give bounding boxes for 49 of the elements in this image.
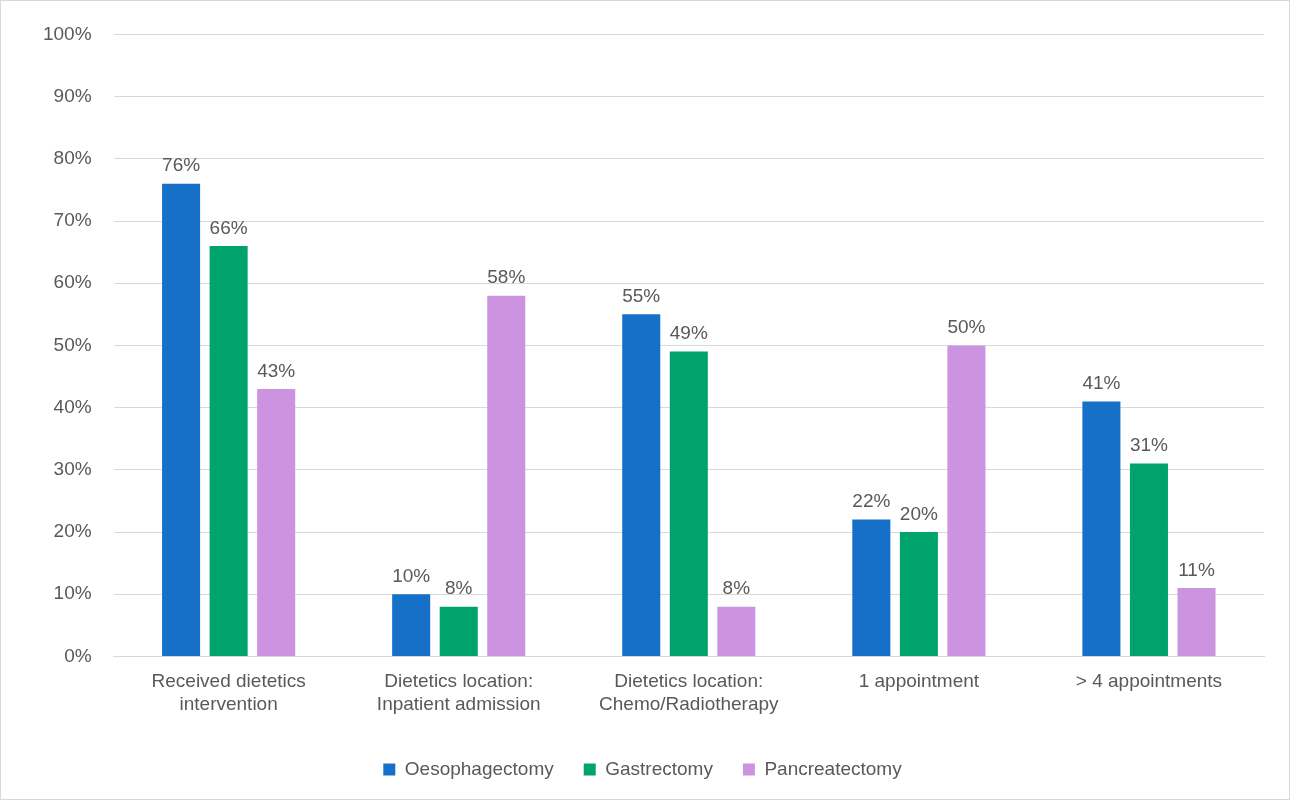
bar	[1129, 463, 1168, 656]
data-label: 43%	[257, 359, 296, 381]
y-tick-label: 70%	[53, 209, 92, 231]
legend-label: Pancreatectomy	[764, 757, 903, 779]
data-label: 10%	[392, 564, 431, 586]
bar	[669, 351, 708, 656]
bar	[947, 345, 986, 656]
y-tick-label: 20%	[53, 520, 92, 542]
data-label: 58%	[487, 266, 526, 288]
x-tick-label: Dietetics location: Inpatient admission	[376, 670, 541, 714]
data-label: 8%	[722, 577, 751, 599]
y-tick-label: 30%	[53, 458, 92, 480]
data-label: 41%	[1082, 372, 1121, 394]
bar	[162, 183, 201, 656]
bar	[622, 314, 661, 656]
data-label: 8%	[444, 577, 473, 599]
bar	[1082, 401, 1121, 656]
bar	[257, 388, 296, 656]
bar	[392, 594, 431, 656]
data-label: 20%	[899, 502, 938, 524]
bar	[209, 245, 248, 656]
y-tick-label: 40%	[53, 395, 92, 417]
y-tick-label: 100%	[42, 22, 92, 44]
y-tick-label: 80%	[53, 147, 92, 169]
y-tick-label: 90%	[53, 84, 92, 106]
data-label: 55%	[622, 285, 661, 307]
data-label: 31%	[1129, 434, 1169, 456]
data-label: 50%	[947, 316, 986, 338]
x-tick-label: Dietetics location: Chemo/Radiotherapy	[599, 670, 780, 714]
bar	[852, 519, 891, 656]
x-tick-label: > 4 appointments	[1075, 670, 1223, 692]
data-label: 76%	[162, 154, 201, 176]
bar	[1177, 587, 1216, 656]
data-label: 66%	[209, 216, 248, 238]
bar	[487, 295, 526, 656]
x-tick-label: Received dietetics intervention	[151, 670, 306, 714]
y-tick-label: 0%	[64, 644, 92, 666]
x-tick-label: 1 appointment	[858, 670, 980, 692]
y-tick-label: 60%	[53, 271, 92, 293]
data-label: 22%	[852, 490, 891, 512]
data-label: 11%	[1178, 558, 1215, 580]
bar	[439, 606, 478, 656]
legend-label: Oesophagectomy	[404, 757, 555, 779]
bar	[899, 532, 938, 656]
bar	[717, 606, 756, 656]
data-label: 49%	[669, 322, 708, 344]
y-tick-label: 50%	[53, 333, 92, 355]
y-tick-label: 10%	[53, 582, 92, 604]
legend-label: Gastrectomy	[605, 757, 714, 779]
